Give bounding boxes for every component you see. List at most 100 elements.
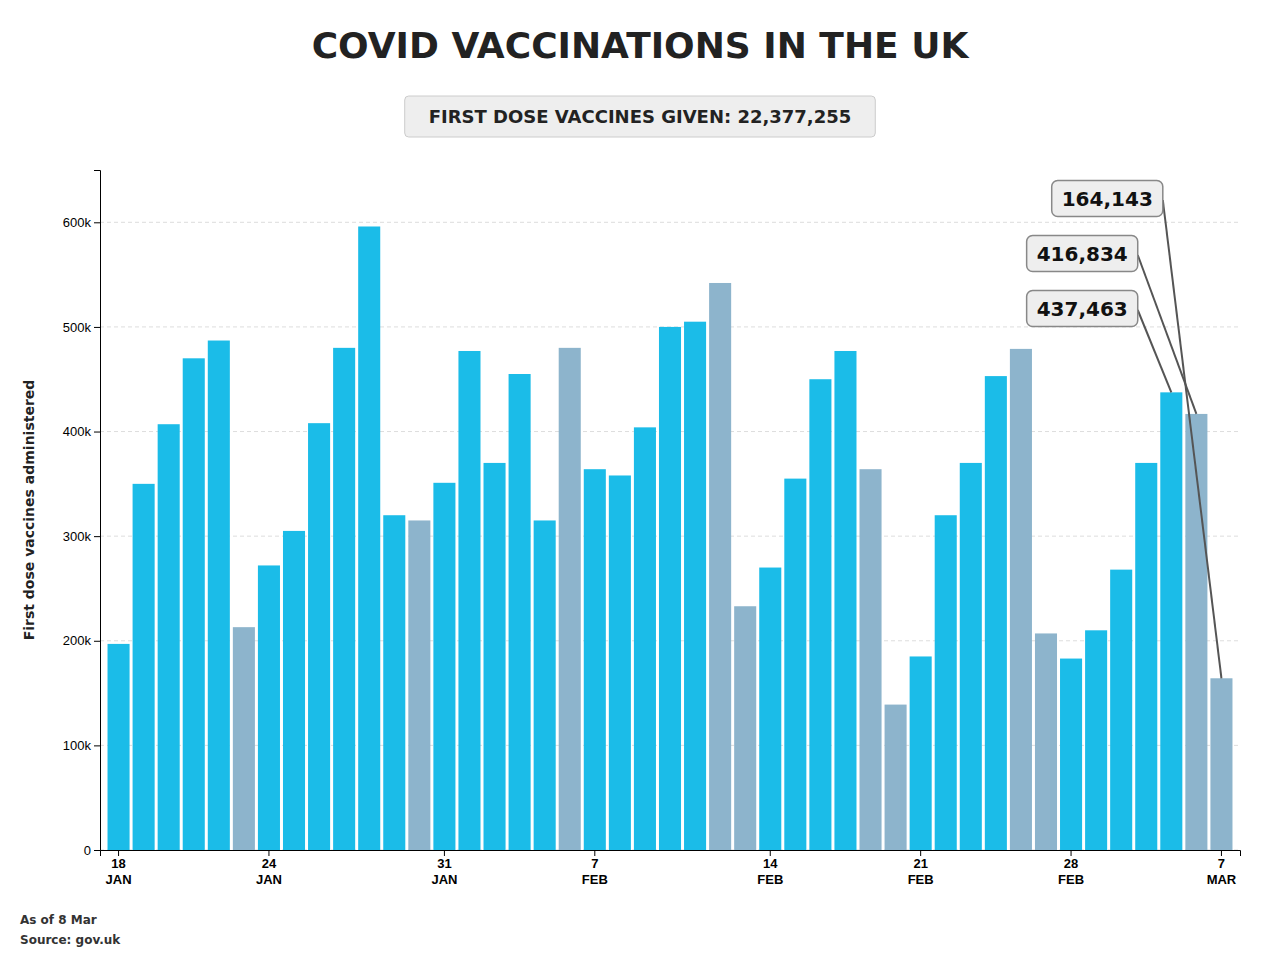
bar	[935, 515, 957, 850]
bars	[108, 226, 1233, 850]
y-tick-label: 500k	[63, 320, 92, 335]
bar	[133, 484, 155, 850]
bar	[910, 656, 932, 850]
y-tick: 200k	[63, 633, 100, 648]
tick-mark	[1221, 850, 1222, 856]
bar	[684, 322, 706, 850]
bar	[484, 463, 506, 850]
bar	[1210, 678, 1232, 850]
tick-mark	[268, 850, 269, 856]
bar	[1085, 630, 1107, 850]
bar	[885, 705, 907, 850]
x-tick: 31JAN	[431, 850, 457, 887]
bar	[1160, 392, 1182, 850]
annotation-text: 416,834	[1037, 242, 1128, 266]
bar	[859, 469, 881, 850]
grid-line	[100, 222, 1240, 223]
bar	[1060, 659, 1082, 850]
bar	[358, 226, 380, 850]
bar	[108, 644, 130, 850]
bar	[258, 565, 280, 850]
chart-svg: COVID VACCINATIONS IN THE UK FIRST DOSE V…	[0, 0, 1280, 960]
y-tick: 400k	[63, 424, 100, 439]
x-tick-label: 18JAN	[106, 856, 132, 887]
source-note: Source: gov.uk	[20, 933, 121, 947]
bar	[208, 341, 230, 850]
tick-mark	[1071, 850, 1072, 856]
axis-line	[101, 851, 1241, 857]
bar	[809, 379, 831, 850]
bar	[408, 520, 430, 850]
bar	[534, 520, 556, 850]
bar	[183, 358, 205, 850]
axis-line	[94, 171, 101, 851]
annotation-line	[1163, 200, 1222, 678]
bar	[759, 568, 781, 850]
bar	[834, 351, 856, 850]
bar	[609, 475, 631, 850]
bar	[158, 424, 180, 850]
x-tick: 28FEB	[1058, 850, 1084, 887]
annotation-line	[1138, 310, 1172, 392]
x-tick: 14FEB	[757, 850, 783, 887]
annotation-text: 164,143	[1062, 187, 1153, 211]
y-tick-label: 200k	[63, 633, 92, 648]
x-tick: 18JAN	[106, 850, 132, 887]
tick-mark	[94, 536, 100, 537]
bar	[784, 479, 806, 850]
y-tick-label: 100k	[63, 738, 92, 753]
tick-mark	[770, 850, 771, 856]
plot: 0 100k 200k 300k 400k 500k 600k 18JAN 24JAN 31JAN…	[63, 171, 1241, 887]
bar	[509, 374, 531, 850]
annotation-line	[1138, 255, 1197, 414]
bar	[1035, 633, 1057, 850]
bar	[433, 483, 455, 850]
y-axis: 0 100k 200k 300k 400k 500k 600k	[63, 171, 101, 858]
y-axis-label: First dose vaccines administered	[21, 380, 37, 641]
y-tick: 100k	[63, 738, 100, 753]
bar	[333, 348, 355, 850]
y-tick: 0	[84, 843, 100, 858]
subtitle-box	[405, 96, 876, 137]
annotation-text: 437,463	[1037, 297, 1128, 321]
x-tick-label: 14FEB	[757, 856, 783, 887]
tick-mark	[444, 850, 445, 856]
x-tick-label: 31JAN	[431, 856, 457, 887]
annotation-box	[1027, 236, 1138, 272]
y-tick-label: 300k	[63, 529, 92, 544]
x-axis: 18JAN24JAN31JAN7FEB14FEB21FEB28FEB7MAR	[101, 850, 1241, 887]
annotations: 437,463 416,834 164,143	[1027, 181, 1222, 679]
x-tick-label: 21FEB	[908, 856, 934, 887]
x-tick-label: 28FEB	[1058, 856, 1084, 887]
tick-mark	[94, 850, 100, 851]
tick-mark	[94, 745, 100, 746]
bar	[458, 351, 480, 850]
x-tick: 7FEB	[582, 850, 608, 887]
bar	[383, 515, 405, 850]
tick-mark	[118, 850, 119, 856]
tick-mark	[94, 432, 100, 433]
bar	[709, 283, 731, 850]
x-tick-label: 24JAN	[256, 856, 282, 887]
annotation-box	[1027, 291, 1138, 327]
bar	[634, 427, 656, 850]
annotation-box	[1052, 181, 1163, 217]
y-tick-label: 400k	[63, 424, 92, 439]
bar	[659, 327, 681, 850]
subtitle: FIRST DOSE VACCINES GIVEN: 22,377,255	[429, 106, 852, 127]
tick-mark	[94, 641, 100, 642]
source-note: As of 8 Mar	[20, 913, 97, 927]
tick-mark	[594, 850, 595, 856]
title: COVID VACCINATIONS IN THE UK	[312, 25, 970, 66]
y-tick: 600k	[63, 215, 100, 230]
bar	[559, 348, 581, 850]
bar	[985, 376, 1007, 850]
bar	[1110, 570, 1132, 850]
bar	[233, 627, 255, 850]
x-tick-label: 7FEB	[582, 856, 608, 887]
grid	[100, 222, 1240, 850]
bar	[283, 531, 305, 850]
y-tick-label: 0	[84, 843, 91, 858]
tick-mark	[920, 850, 921, 856]
tick-mark	[94, 327, 100, 328]
